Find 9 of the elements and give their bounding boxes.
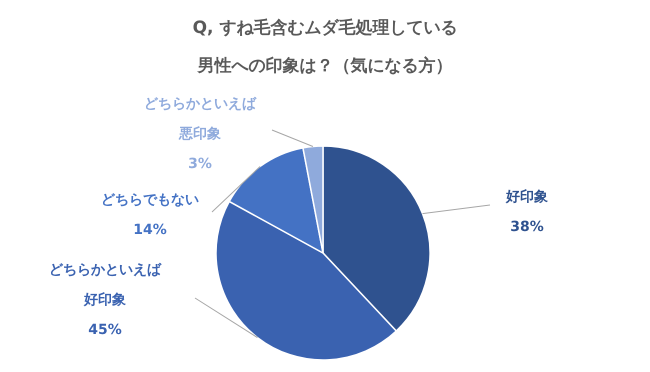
slice-label: 好印象 (505, 189, 548, 205)
slice-label: どちらでもない (101, 192, 199, 208)
slice-label: どちらかといえば好印象 (49, 262, 162, 308)
data-label: 3% (188, 156, 212, 172)
chart-title: Q, すね毛含むムダ毛処理している男性への印象は？（気になる方） (192, 18, 458, 76)
data-label: 38% (510, 219, 544, 235)
slice-label: どちらかといえば悪印象 (144, 96, 257, 142)
data-label: 45% (88, 322, 122, 338)
data-label: 14% (133, 222, 167, 238)
